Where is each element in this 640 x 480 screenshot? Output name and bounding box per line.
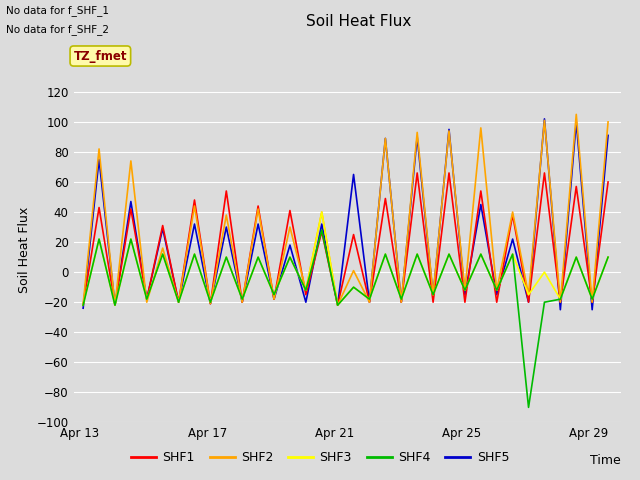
Text: TZ_fmet: TZ_fmet	[74, 49, 127, 62]
Text: No data for f_SHF_2: No data for f_SHF_2	[6, 24, 109, 35]
Legend: SHF1, SHF2, SHF3, SHF4, SHF5: SHF1, SHF2, SHF3, SHF4, SHF5	[126, 446, 514, 469]
Y-axis label: Soil Heat Flux: Soil Heat Flux	[18, 206, 31, 293]
Text: Soil Heat Flux: Soil Heat Flux	[306, 14, 411, 29]
Text: No data for f_SHF_1: No data for f_SHF_1	[6, 5, 109, 16]
Text: Time: Time	[590, 454, 621, 467]
